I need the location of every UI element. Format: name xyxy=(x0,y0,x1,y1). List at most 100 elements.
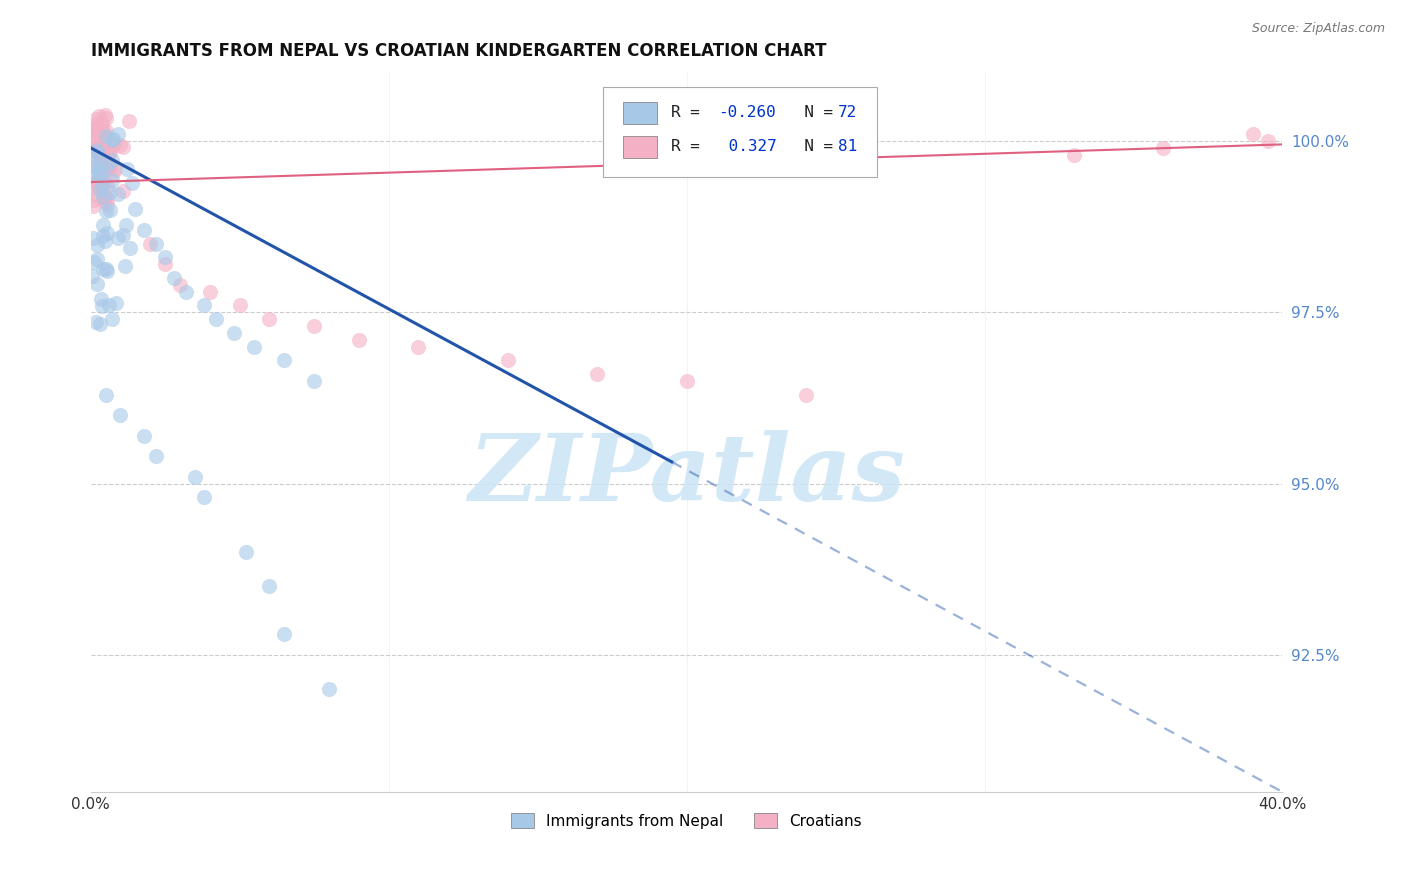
Point xyxy=(87,140,110,154)
Point xyxy=(93,175,115,189)
Point xyxy=(93,194,115,208)
Point xyxy=(89,169,111,184)
Point xyxy=(80,122,103,136)
Point xyxy=(97,162,120,177)
Point xyxy=(86,238,108,252)
Point xyxy=(318,682,340,697)
Point xyxy=(98,145,121,160)
Point xyxy=(89,183,111,197)
Point xyxy=(101,166,124,180)
Point xyxy=(87,179,110,194)
Point xyxy=(139,236,162,251)
Point xyxy=(101,173,124,187)
Point xyxy=(111,139,134,153)
Point xyxy=(97,145,120,159)
Point xyxy=(586,367,609,381)
Point xyxy=(97,160,120,174)
Point xyxy=(96,178,118,192)
Point xyxy=(91,262,114,277)
Point xyxy=(82,230,104,244)
Point xyxy=(108,138,131,153)
Point xyxy=(84,159,107,173)
Point xyxy=(90,162,112,177)
Point xyxy=(235,545,257,559)
Text: N =: N = xyxy=(786,104,844,120)
Point xyxy=(94,129,117,144)
Point xyxy=(84,142,107,156)
Point xyxy=(84,112,107,126)
Point xyxy=(90,178,112,193)
Point xyxy=(347,333,370,347)
Point xyxy=(169,277,191,292)
Point xyxy=(90,292,112,306)
Point xyxy=(222,326,245,340)
Point xyxy=(94,387,117,401)
Point xyxy=(97,298,120,312)
Text: 0.327: 0.327 xyxy=(718,139,776,154)
Point xyxy=(163,271,186,285)
Point xyxy=(91,124,114,138)
Legend: Immigrants from Nepal, Croatians: Immigrants from Nepal, Croatians xyxy=(505,806,868,835)
Point xyxy=(84,175,107,189)
Point xyxy=(273,353,295,368)
Text: R =: R = xyxy=(671,139,710,154)
Point xyxy=(153,251,176,265)
Point xyxy=(86,141,108,155)
Point xyxy=(96,226,118,240)
Point xyxy=(107,128,129,142)
Point xyxy=(94,204,117,219)
Point xyxy=(118,241,141,255)
Point xyxy=(204,312,226,326)
Point xyxy=(97,157,120,171)
Point xyxy=(86,144,108,158)
Bar xyxy=(623,136,657,158)
Point xyxy=(87,152,110,166)
Point xyxy=(107,187,129,202)
Point xyxy=(98,202,121,217)
Point xyxy=(98,186,121,200)
Point xyxy=(90,146,112,161)
Point xyxy=(153,257,176,271)
Point xyxy=(112,185,135,199)
Point xyxy=(118,114,141,128)
Point xyxy=(101,158,124,172)
Point xyxy=(84,161,107,176)
Point xyxy=(145,449,167,463)
Point xyxy=(198,285,221,299)
Point xyxy=(87,109,110,123)
Point xyxy=(1063,147,1085,161)
Point xyxy=(184,469,207,483)
Point xyxy=(82,130,104,145)
Text: ZIPatlas: ZIPatlas xyxy=(468,430,905,520)
Point xyxy=(675,374,697,388)
Point xyxy=(228,298,250,312)
Point xyxy=(94,124,117,138)
Point xyxy=(193,298,215,312)
Point xyxy=(86,145,108,160)
FancyBboxPatch shape xyxy=(603,87,877,177)
Point xyxy=(93,190,115,204)
Point xyxy=(145,236,167,251)
Point xyxy=(124,202,146,217)
Point xyxy=(134,223,156,237)
Point xyxy=(794,387,817,401)
Point xyxy=(82,167,104,181)
Point xyxy=(110,408,132,422)
Point xyxy=(174,285,197,299)
Point xyxy=(90,154,112,169)
Point xyxy=(86,252,108,267)
Point xyxy=(107,231,129,245)
Point xyxy=(496,353,519,368)
Point xyxy=(80,123,103,137)
Point xyxy=(114,218,136,232)
Text: -0.260: -0.260 xyxy=(718,104,776,120)
Point xyxy=(104,161,127,176)
Point xyxy=(93,108,115,122)
Point xyxy=(91,180,114,194)
Point xyxy=(96,193,118,207)
Text: N =: N = xyxy=(786,139,844,154)
Point xyxy=(94,234,117,248)
Point xyxy=(86,127,108,141)
Point xyxy=(83,153,105,168)
Point xyxy=(273,627,295,641)
